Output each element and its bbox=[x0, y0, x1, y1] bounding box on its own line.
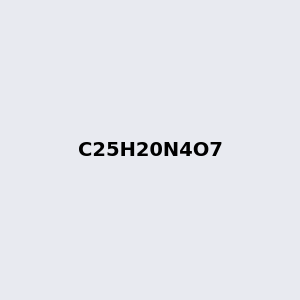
Text: C25H20N4O7: C25H20N4O7 bbox=[78, 140, 222, 160]
